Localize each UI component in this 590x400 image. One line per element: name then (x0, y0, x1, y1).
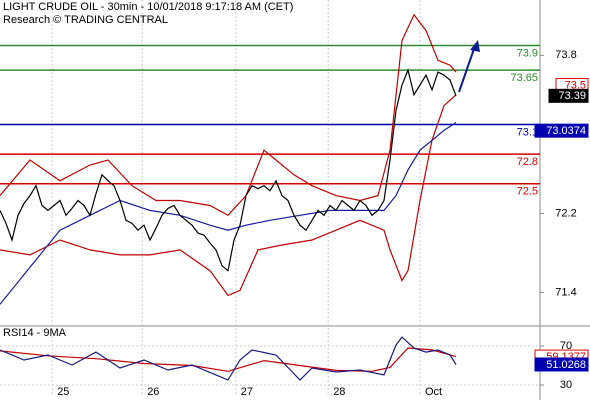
price-tag-label: 73.5 (565, 79, 586, 91)
y-tick-label: 30 (560, 379, 572, 391)
price-tag-label: 73.0374 (546, 125, 586, 137)
chart-subtitle: Research © TRADING CENTRAL (3, 14, 168, 26)
level-label: 72.8 (517, 156, 538, 168)
series-line (0, 94, 457, 297)
series-line (0, 68, 457, 272)
price-tag (534, 123, 589, 138)
arrow-head (470, 40, 480, 52)
price-tag-label: 73.39 (558, 90, 586, 102)
price-tag (548, 88, 589, 103)
price-tag-label: 51.0268 (546, 359, 586, 371)
chart-title: LIGHT CRUDE OIL - 30min - 10/01/2018 9:1… (3, 1, 293, 13)
level-label: 73.9 (517, 47, 538, 59)
y-tick-label: 71.4 (555, 286, 576, 298)
series-line (0, 336, 457, 381)
x-tick-label: 28 (333, 386, 345, 398)
x-tick-label: 27 (241, 386, 253, 398)
y-tick-label: 72.2 (555, 207, 576, 219)
series-line (0, 347, 457, 372)
x-tick-label: 25 (57, 386, 69, 398)
price-tag (534, 357, 589, 372)
rsi-title: RSI14 - 9MA (3, 327, 67, 339)
level-label: 73.65 (510, 72, 538, 84)
series-line (0, 121, 457, 305)
x-tick-label: Oct (425, 386, 442, 398)
x-tick-label: 26 (147, 386, 159, 398)
level-label: 73.1 (517, 126, 538, 138)
series-line (0, 13, 457, 217)
forecast-arrow (458, 45, 476, 93)
y-tick-label: 70 (560, 340, 572, 352)
y-tick-label: 73.8 (555, 49, 576, 61)
level-label: 72.5 (517, 186, 538, 198)
